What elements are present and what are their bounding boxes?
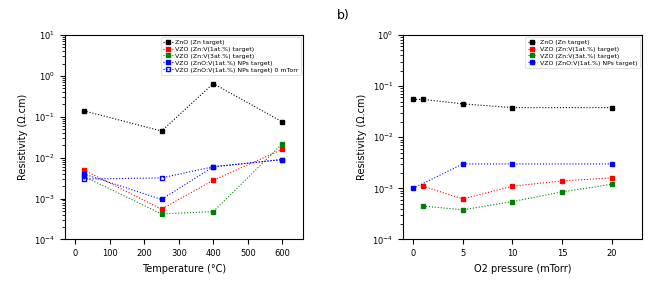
VZO (Zn:V(1at.%) target) bbox=[509, 185, 516, 188]
VZO (ZnO:V(1at.%) NPs target) 0 mTorr bbox=[279, 158, 286, 161]
Legend: ZnO (Zn target), VZO (Zn:V(1at.%) target), VZO (Zn:V(3at.%) target), VZO (ZnO:V(: ZnO (Zn target), VZO (Zn:V(1at.%) target… bbox=[526, 37, 640, 68]
VZO (ZnO:V(1at.%) NPs target) 0 mTorr bbox=[157, 176, 165, 180]
VZO (Zn:V(3at.%) target) bbox=[558, 190, 566, 194]
VZO (Zn:V(3at.%) target) bbox=[279, 142, 286, 145]
Line: ZnO (Zn target): ZnO (Zn target) bbox=[411, 97, 614, 110]
VZO (Zn:V(1at.%) target) bbox=[459, 197, 467, 201]
Y-axis label: Resistivity (Ω.cm): Resistivity (Ω.cm) bbox=[357, 94, 367, 180]
ZnO (Zn target) bbox=[410, 98, 417, 101]
VZO (Zn:V(3at.%) target) bbox=[419, 204, 427, 208]
VZO (Zn:V(3at.%) target) bbox=[509, 200, 516, 203]
Text: b): b) bbox=[337, 9, 350, 22]
Line: VZO (Zn:V(1at.%) target): VZO (Zn:V(1at.%) target) bbox=[82, 147, 285, 212]
VZO (ZnO:V(1at.%) NPs target) bbox=[209, 165, 217, 168]
ZnO (Zn target) bbox=[157, 129, 165, 133]
ZnO (Zn target) bbox=[419, 98, 427, 101]
X-axis label: O2 pressure (mTorr): O2 pressure (mTorr) bbox=[474, 264, 571, 274]
ZnO (Zn target) bbox=[209, 82, 217, 85]
ZnO (Zn target) bbox=[459, 102, 467, 106]
ZnO (Zn target) bbox=[608, 106, 616, 110]
VZO (Zn:V(1at.%) target) bbox=[608, 176, 616, 180]
VZO (Zn:V(3at.%) target) bbox=[209, 210, 217, 213]
Line: VZO (Zn:V(3at.%) target): VZO (Zn:V(3at.%) target) bbox=[421, 182, 614, 212]
Line: VZO (Zn:V(3at.%) target): VZO (Zn:V(3at.%) target) bbox=[82, 141, 285, 216]
VZO (ZnO:V(1at.%) NPs target) 0 mTorr bbox=[80, 177, 87, 181]
VZO (Zn:V(3at.%) target) bbox=[157, 212, 165, 216]
VZO (Zn:V(1at.%) target) bbox=[80, 168, 87, 172]
VZO (ZnO:V(1at.%) NPs target) 0 mTorr bbox=[209, 165, 217, 168]
VZO (ZnO:V(1at.%) NPs target) bbox=[459, 162, 467, 166]
Line: VZO (ZnO:V(1at.%) NPs target) 0 mTorr: VZO (ZnO:V(1at.%) NPs target) 0 mTorr bbox=[82, 157, 285, 182]
VZO (ZnO:V(1at.%) NPs target) bbox=[608, 162, 616, 166]
ZnO (Zn target) bbox=[279, 120, 286, 124]
Line: ZnO (Zn target): ZnO (Zn target) bbox=[82, 81, 285, 133]
VZO (Zn:V(3at.%) target) bbox=[80, 175, 87, 178]
Line: VZO (ZnO:V(1at.%) NPs target): VZO (ZnO:V(1at.%) NPs target) bbox=[82, 157, 285, 202]
Line: VZO (Zn:V(1at.%) target): VZO (Zn:V(1at.%) target) bbox=[421, 175, 614, 201]
VZO (Zn:V(1at.%) target) bbox=[279, 147, 286, 151]
VZO (Zn:V(1at.%) target) bbox=[157, 207, 165, 211]
VZO (ZnO:V(1at.%) NPs target) bbox=[279, 158, 286, 161]
VZO (ZnO:V(1at.%) NPs target) bbox=[80, 172, 87, 176]
VZO (Zn:V(1at.%) target) bbox=[419, 185, 427, 188]
VZO (ZnO:V(1at.%) NPs target) bbox=[509, 162, 516, 166]
VZO (Zn:V(3at.%) target) bbox=[608, 182, 616, 186]
ZnO (Zn target) bbox=[509, 106, 516, 110]
VZO (Zn:V(1at.%) target) bbox=[558, 179, 566, 182]
X-axis label: Temperature (°C): Temperature (°C) bbox=[142, 264, 226, 274]
VZO (Zn:V(1at.%) target) bbox=[209, 178, 217, 182]
ZnO (Zn target) bbox=[80, 109, 87, 113]
VZO (Zn:V(3at.%) target) bbox=[459, 208, 467, 212]
VZO (ZnO:V(1at.%) NPs target) bbox=[410, 187, 417, 190]
Legend: ZnO (Zn target), VZO (Zn:V(1at.%) target), VZO (Zn:V(3at.%) target), VZO (ZnO:V(: ZnO (Zn target), VZO (Zn:V(1at.%) target… bbox=[161, 37, 301, 75]
Line: VZO (ZnO:V(1at.%) NPs target): VZO (ZnO:V(1at.%) NPs target) bbox=[411, 161, 614, 191]
VZO (ZnO:V(1at.%) NPs target) bbox=[157, 198, 165, 201]
Y-axis label: Resistivity (Ω.cm): Resistivity (Ω.cm) bbox=[18, 94, 29, 180]
